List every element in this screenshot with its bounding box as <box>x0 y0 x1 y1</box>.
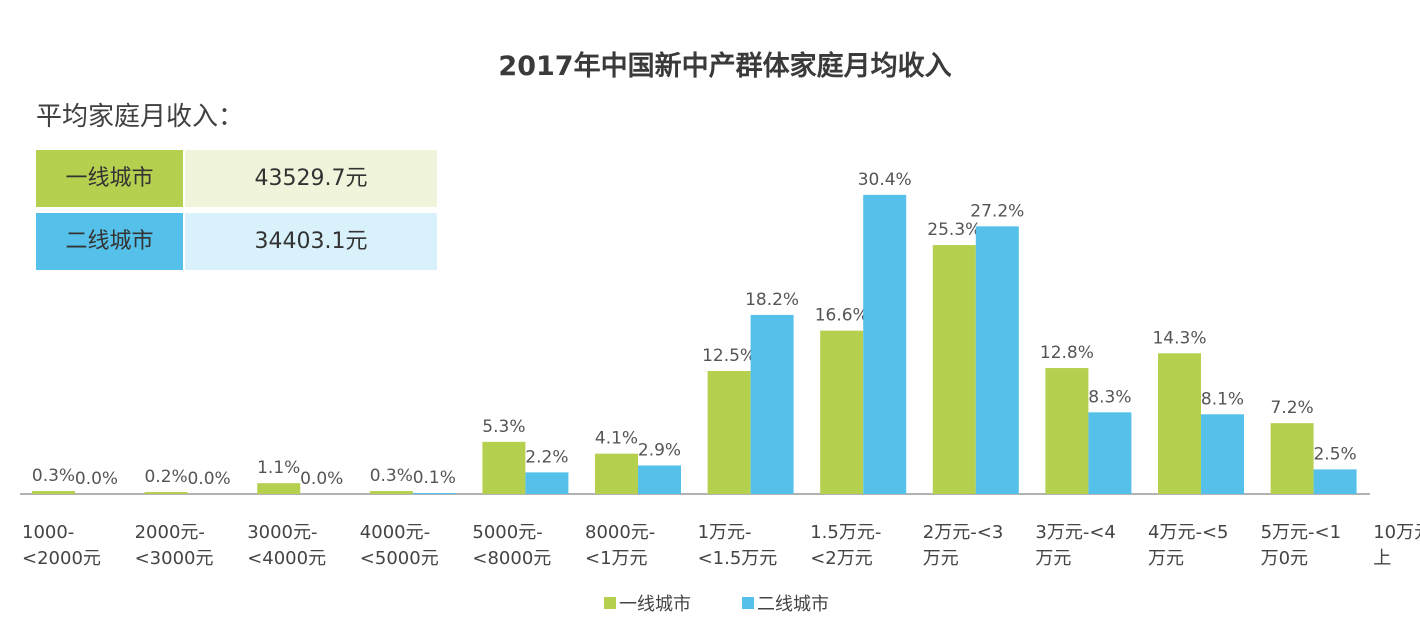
x-tick-label: 3000元- <box>247 522 317 543</box>
bar-tier1 <box>32 491 75 494</box>
summary-tier2-value: 34403.1元 <box>185 213 437 270</box>
bar-tier2 <box>525 472 569 494</box>
data-label: 2.9% <box>638 440 681 460</box>
x-tick-label: 3万元-<4 <box>1035 522 1115 543</box>
bar-tier2 <box>1201 414 1244 494</box>
data-label: 0.3% <box>370 466 413 486</box>
data-label: 5.3% <box>482 417 525 437</box>
x-tick-label: 4000元- <box>360 522 430 543</box>
x-tick-label: <3000元 <box>135 548 214 569</box>
x-tick-label: 5000元- <box>472 522 542 543</box>
bar-tier1 <box>257 483 301 494</box>
x-tick-label: 10万元以 <box>1373 522 1420 543</box>
x-tick-label: 万元 <box>1035 548 1071 569</box>
x-tick-label: <2000元 <box>22 548 101 569</box>
legend-label: 二线城市 <box>757 594 829 615</box>
x-tick-label: <2万元 <box>810 548 873 569</box>
bar-tier2 <box>1088 412 1132 494</box>
data-label: 8.3% <box>1088 387 1131 407</box>
summary-tier1-value: 43529.7元 <box>185 150 437 207</box>
x-tick-label: <5000元 <box>360 548 439 569</box>
x-tick-label: <8000元 <box>472 548 551 569</box>
x-tick-label: 4万元-<5 <box>1148 522 1228 543</box>
data-label: 0.0% <box>75 469 118 489</box>
data-label: 0.1% <box>413 468 456 488</box>
bar-tier2 <box>638 465 681 494</box>
data-label: 2.2% <box>525 447 568 467</box>
data-label: 30.4% <box>858 170 912 190</box>
x-tick-label: 2万元-<3 <box>923 522 1003 543</box>
bar-tier1 <box>144 492 188 494</box>
x-tick-label: 万0元 <box>1261 548 1308 569</box>
data-label: 12.8% <box>1040 343 1094 363</box>
summary-tier1-label: 一线城市 <box>36 150 183 207</box>
data-label: 8.1% <box>1201 389 1244 409</box>
data-label: 1.1% <box>257 458 300 478</box>
bar-tier1 <box>482 441 526 494</box>
bar-tier2 <box>975 226 1019 495</box>
data-label: 0.0% <box>187 469 230 489</box>
data-label: 7.2% <box>1270 398 1313 418</box>
x-tick-label: 1.5万元- <box>810 522 881 543</box>
x-tick-label: <4000元 <box>247 548 326 569</box>
bar-tier2 <box>412 493 456 494</box>
bar-tier1 <box>1270 423 1314 494</box>
legend-swatch <box>604 597 616 609</box>
legend-swatch <box>742 597 754 609</box>
x-tick-label: 上 <box>1373 548 1391 569</box>
data-label: 4.1% <box>595 429 638 449</box>
x-tick-label: 8000元- <box>585 522 655 543</box>
bar-tier2 <box>863 194 907 494</box>
bar-tier1 <box>707 371 751 494</box>
data-label: 27.2% <box>970 201 1024 221</box>
chart-title: 2017年中国新中产群体家庭月均收入 <box>498 51 952 82</box>
data-label: 18.2% <box>745 290 799 310</box>
data-label: 0.0% <box>300 469 343 489</box>
legend-label: 一线城市 <box>619 594 691 615</box>
bar-tier1 <box>369 491 413 494</box>
data-label: 25.3% <box>927 220 981 240</box>
bar-tier2 <box>750 314 794 494</box>
data-label: 2.5% <box>1313 444 1356 464</box>
x-tick-label: <1.5万元 <box>698 548 778 569</box>
x-tick-label: 5万元-<1 <box>1261 522 1341 543</box>
x-tick-label: <1万元 <box>585 548 648 569</box>
x-tick-label: 2000元- <box>135 522 205 543</box>
x-tick-label: 万元 <box>923 548 959 569</box>
x-tick-label: 1000- <box>22 522 74 543</box>
bar-tier1 <box>932 245 976 494</box>
data-label: 14.3% <box>1152 328 1206 348</box>
bar-tier1 <box>1158 353 1201 494</box>
data-label: 16.6% <box>815 306 869 326</box>
summary-tier2-label: 二线城市 <box>36 213 183 270</box>
data-label: 0.3% <box>32 466 75 486</box>
data-label: 0.2% <box>144 467 187 487</box>
x-tick-label: 1万元- <box>698 522 752 543</box>
x-tick-label: 万元 <box>1148 548 1184 569</box>
bar-tier2 <box>1313 469 1357 494</box>
summary-heading: 平均家庭月收入： <box>36 102 245 132</box>
bar-tier1 <box>1045 368 1089 494</box>
data-label: 12.5% <box>702 346 756 366</box>
bar-tier1 <box>820 330 864 494</box>
bar-tier1 <box>595 453 638 494</box>
